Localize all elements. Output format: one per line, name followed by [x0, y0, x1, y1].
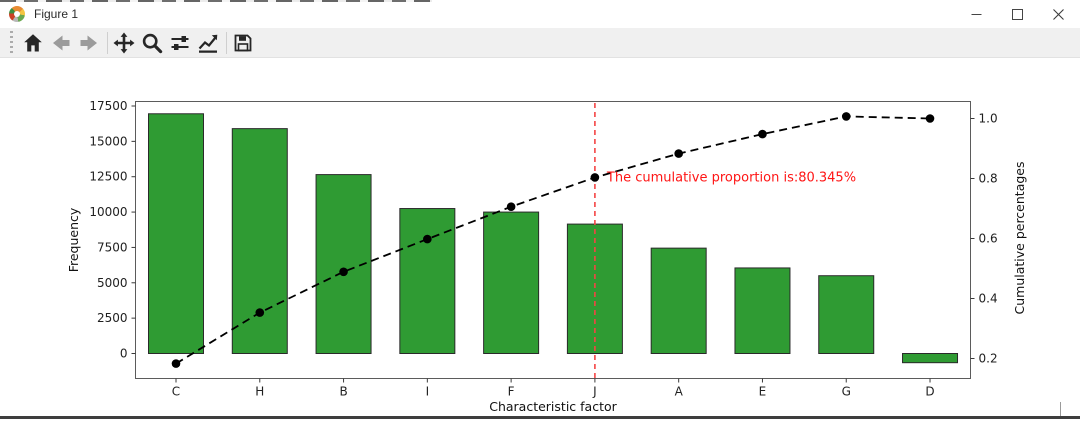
- home-button[interactable]: [20, 30, 46, 56]
- window-title: Figure 1: [34, 7, 79, 21]
- y-left-tick-label: 17500: [89, 99, 127, 113]
- taskbar-edge: [0, 416, 1080, 419]
- x-tick-label: H: [255, 385, 264, 399]
- bar-F: [483, 211, 540, 354]
- bar-C: [148, 113, 204, 355]
- y-left-tick-label: 12500: [89, 170, 127, 184]
- maximize-button[interactable]: [997, 0, 1038, 28]
- toolbar-separator: [226, 31, 227, 54]
- y-left-tick-label: 2500: [97, 311, 128, 325]
- cumulative-point-A: [674, 149, 683, 158]
- bar-E: [734, 267, 791, 354]
- matplotlib-logo-icon: [9, 6, 25, 22]
- figure-canvas-area: 0 2500 5000 7500 10000 12500 15000 17500 0.2 0.4 0…: [0, 58, 1080, 417]
- cumulative-point-H: [255, 308, 265, 317]
- x-tick-label: B: [339, 385, 347, 399]
- close-button[interactable]: [1038, 0, 1079, 28]
- x-tick-label: D: [925, 385, 934, 399]
- cumulative-point-F: [506, 202, 516, 211]
- x-tick-label: G: [842, 385, 851, 399]
- cumulative-point-E: [758, 129, 767, 139]
- y-left-tick-label: 7500: [97, 240, 128, 254]
- magnifier-icon: [142, 33, 163, 53]
- cumulative-point-J: [590, 173, 600, 182]
- toolbar-separator: [107, 31, 108, 54]
- sliders-icon: [171, 35, 189, 50]
- y-left-tick-label: 15000: [89, 134, 127, 148]
- bar-H: [231, 128, 288, 354]
- move-arrows-icon: [113, 32, 135, 53]
- y-right-tick-label: 0.4: [979, 292, 998, 306]
- x-tick-label: J: [592, 385, 597, 399]
- y-right-tick-label: 0.8: [979, 172, 998, 186]
- y-right-tick-label: 0.2: [979, 352, 998, 366]
- cumulative-point-B: [339, 267, 348, 277]
- y-right-tick-label: 1.0: [979, 112, 998, 126]
- close-icon: [1053, 8, 1064, 20]
- arrow-left-icon: [53, 35, 70, 50]
- chart-canvas[interactable]: 0 2500 5000 7500 10000 12500 15000 17500 0.2 0.4 0…: [0, 58, 1080, 417]
- y-left-axis-label: Frequency: [66, 207, 81, 272]
- back-button[interactable]: [48, 30, 74, 56]
- y-left-tick-label: 10000: [89, 205, 127, 219]
- axes-frame: [135, 101, 971, 379]
- arrow-right-icon: [80, 35, 97, 50]
- window-controls: [956, 0, 1079, 28]
- y-right-axis-label: Cumulative percentages: [1012, 162, 1027, 315]
- cumulative-point-D: [925, 114, 935, 123]
- x-tick-label: I: [426, 385, 430, 399]
- bar-I: [399, 208, 456, 354]
- pan-button[interactable]: [111, 30, 137, 56]
- configure-subplots-button[interactable]: [167, 30, 193, 56]
- window-edge-line: [1060, 402, 1061, 416]
- y-left-tick-label: 5000: [97, 276, 128, 290]
- title-bar[interactable]: Figure 1: [0, 0, 1080, 28]
- minimize-button[interactable]: [956, 0, 997, 28]
- home-icon: [24, 33, 42, 51]
- navigation-toolbar: [0, 28, 1080, 58]
- bar-J: [566, 223, 623, 354]
- zoom-button[interactable]: [139, 30, 165, 56]
- x-tick-label: E: [759, 385, 767, 399]
- cumulative-point-I: [423, 234, 432, 244]
- cumulative-annotation: The cumulative proportion is:80.345%: [606, 170, 856, 185]
- y-right-tick-label: 0.6: [979, 232, 998, 246]
- y-left-tick-label: 0: [120, 347, 128, 361]
- floppy-disk-icon: [234, 34, 252, 51]
- x-tick-label: C: [172, 385, 180, 399]
- x-tick-label: F: [508, 385, 515, 399]
- minimize-icon: [971, 13, 982, 15]
- edit-axes-button[interactable]: [195, 30, 221, 56]
- save-button[interactable]: [230, 30, 256, 56]
- cumulative-line: [175, 115, 931, 365]
- x-axis-label: Characteristic factor: [489, 399, 617, 414]
- maximize-icon: [1012, 8, 1023, 20]
- cumulative-point-G: [841, 112, 851, 121]
- toolbar-grip-handle[interactable]: [10, 30, 13, 55]
- bar-D: [902, 353, 959, 364]
- line-chart-icon: [198, 34, 218, 53]
- forward-button[interactable]: [76, 30, 102, 56]
- cumulative-point-C: [171, 359, 181, 368]
- bar-G: [818, 275, 875, 354]
- bar-A: [650, 247, 707, 354]
- screen-edge-artifact: [0, 0, 432, 2]
- x-tick-label: A: [675, 385, 684, 399]
